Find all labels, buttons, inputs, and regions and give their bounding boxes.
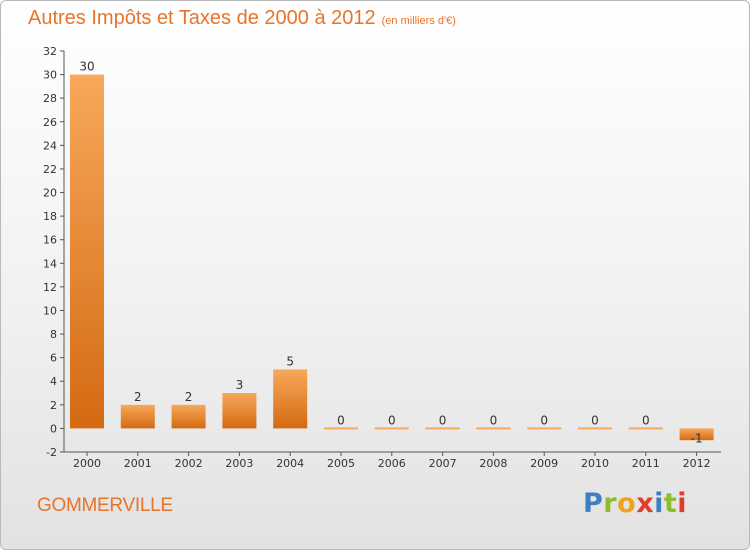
x-tick-label: 2004 [276, 457, 304, 470]
y-tick-label: 30 [43, 69, 57, 82]
bar [273, 369, 308, 429]
bar [222, 393, 257, 429]
y-tick-label: 18 [43, 210, 57, 223]
y-tick-label: 6 [50, 352, 57, 365]
bar [679, 428, 714, 441]
x-tick-label: 2011 [632, 457, 660, 470]
data-label: 5 [286, 354, 294, 368]
logo-letter: i [654, 488, 664, 519]
data-label: 0 [540, 413, 548, 427]
logo-letter: x [636, 488, 655, 519]
bar [578, 427, 612, 430]
data-label: -1 [691, 431, 703, 445]
bar [425, 427, 460, 430]
logo-letter: r [603, 488, 618, 519]
data-label: 2 [185, 390, 193, 404]
x-tick-label: 2000 [73, 457, 101, 470]
data-label: 0 [490, 413, 498, 427]
data-label: 0 [591, 413, 599, 427]
x-tick-label: 2006 [378, 457, 406, 470]
data-label: 0 [439, 413, 447, 427]
data-label: 0 [642, 413, 650, 427]
y-tick-label: 20 [43, 187, 57, 200]
proxiti-logo: Proxiti [583, 488, 687, 519]
data-label: 0 [337, 413, 345, 427]
y-tick-label: 14 [43, 257, 57, 270]
bar [628, 427, 663, 430]
bar [374, 427, 409, 430]
y-tick-label: 8 [50, 328, 57, 341]
logo-letter: P [583, 488, 604, 519]
x-tick-label: 2001 [124, 457, 152, 470]
x-tick-label: 2007 [429, 457, 457, 470]
title-unit: (en milliers d'€) [381, 15, 456, 27]
data-label: 30 [79, 60, 94, 74]
y-tick-label: 4 [50, 375, 57, 388]
logo-letter: t [663, 488, 678, 519]
y-tick-label: 28 [43, 92, 57, 105]
commune-name: GOMMERVILLE [37, 495, 173, 516]
x-tick-label: 2009 [530, 457, 558, 470]
y-tick-label: 16 [43, 234, 57, 247]
x-tick-label: 2003 [225, 457, 253, 470]
y-tick-label: 24 [43, 139, 57, 152]
y-tick-label: 32 [43, 45, 57, 58]
y-tick-label: 10 [43, 304, 57, 317]
bar [527, 427, 562, 430]
x-tick-label: 2005 [327, 457, 355, 470]
y-tick-label: 26 [43, 116, 57, 129]
y-tick-label: 22 [43, 163, 57, 176]
data-label: 2 [134, 390, 142, 404]
logo-letter: i [677, 488, 688, 519]
bar [120, 404, 155, 429]
bar [324, 427, 358, 430]
bar [171, 404, 206, 429]
chart-title: Autres Impôts et Taxes de 2000 à 2012 (en… [28, 7, 456, 30]
y-tick-label: 2 [50, 399, 57, 412]
y-tick-label: -2 [46, 446, 57, 459]
y-tick-label: 0 [50, 422, 57, 435]
data-label: 0 [388, 413, 396, 427]
x-tick-label: 2002 [175, 457, 203, 470]
logo-letter: o [617, 488, 637, 519]
title-text: Autres Impôts et Taxes de 2000 à 2012 [28, 7, 376, 29]
y-tick-label: 12 [43, 281, 57, 294]
bar [70, 74, 104, 429]
x-tick-label: 2012 [683, 457, 711, 470]
bar [476, 427, 511, 430]
x-tick-label: 2010 [581, 457, 609, 470]
x-tick-label: 2008 [479, 457, 507, 470]
data-label: 3 [236, 378, 244, 392]
